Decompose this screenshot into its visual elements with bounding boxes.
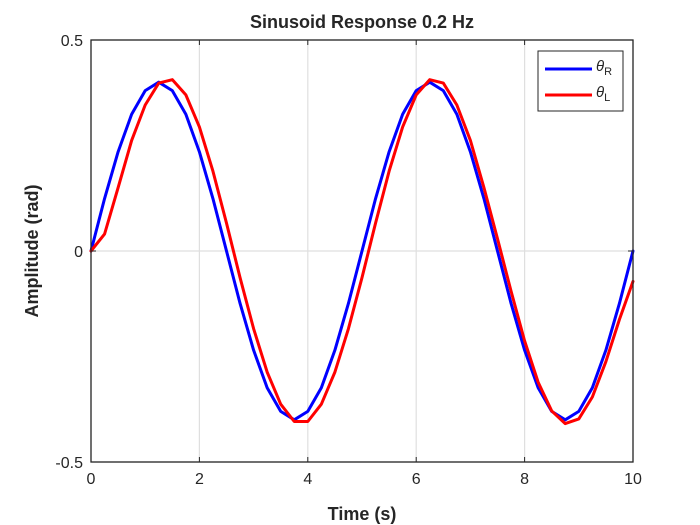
x-tick-label: 6: [412, 471, 421, 488]
legend-entry-theta-r: θR: [596, 58, 612, 78]
legend-subscript: R: [604, 66, 612, 78]
series-line-theta-l: [89, 78, 635, 426]
x-tick-label: 8: [520, 471, 529, 488]
axis-ticks: 0 2 4 6 8 10-0.500.5: [55, 33, 642, 488]
legend-subscript: L: [604, 92, 610, 104]
legend: θR θL: [537, 50, 624, 112]
series-group: [89, 78, 635, 426]
legend-entry-theta-l: θL: [596, 84, 610, 104]
y-tick-label: 0: [74, 244, 83, 261]
chart-title: Sinusoid Response 0.2 Hz: [250, 12, 474, 32]
y-tick-label: 0.5: [61, 33, 83, 50]
x-tick-label: 4: [303, 471, 312, 488]
x-axis-label: Time (s): [328, 504, 397, 524]
x-tick-label: 2: [195, 471, 204, 488]
legend-symbol: θ: [596, 58, 604, 75]
y-tick-label: -0.5: [55, 455, 83, 472]
y-axis-label: Amplitude (rad): [22, 184, 42, 317]
legend-symbol: θ: [596, 84, 604, 101]
legend-box: [537, 50, 624, 112]
series-line-theta-r: [89, 80, 635, 422]
x-tick-label: 10: [624, 471, 642, 488]
x-tick-label: 0: [87, 471, 96, 488]
